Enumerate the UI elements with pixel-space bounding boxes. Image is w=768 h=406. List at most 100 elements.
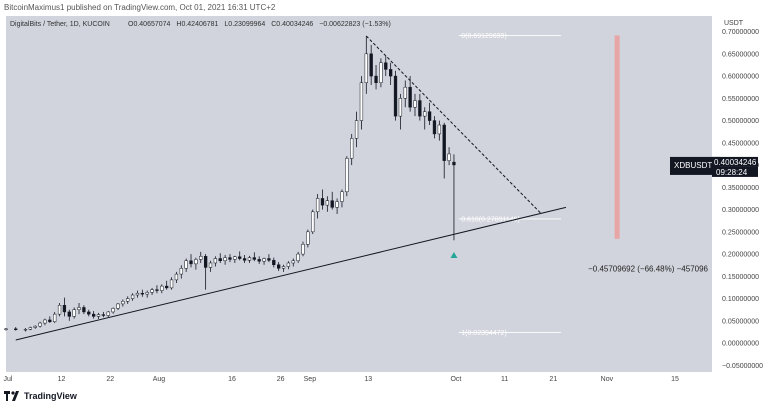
candle-body: [447, 153, 451, 161]
x-tick-label: Jul: [4, 376, 13, 383]
candle-body: [106, 311, 110, 316]
candle-body: [169, 279, 174, 289]
candle-body: [160, 285, 164, 291]
candle-body: [350, 138, 354, 159]
symbol-line: DigitalBits / Tether, 1D, KUCOIN: [10, 21, 110, 28]
candle-body: [28, 327, 32, 330]
candle-body: [165, 285, 169, 289]
x-axis[interactable]: Jul 12 22 Aug 16 26 Sep 13 Oct 11 21 Nov 15: [4, 376, 680, 383]
signal-triangle-up-icon: [450, 251, 458, 258]
x-tick-label: 16: [228, 376, 236, 383]
candle-body: [233, 256, 237, 260]
y-tick-label: 0.10000000: [722, 296, 759, 303]
y-axis[interactable]: 0.70000000 0.65000000 0.60000000 0.55000000…: [722, 29, 763, 370]
price-tag-timer-box: [712, 166, 758, 177]
y-tick-label: 0.70000000: [722, 29, 759, 36]
ohlc-line: O0.40657074 H0.42406781 L0.23099964 C0.4…: [128, 21, 391, 28]
chart-legend: DigitalBits / Tether, 1D, KUCOIN O0.4065…: [10, 21, 391, 28]
candle-body: [330, 200, 334, 208]
candle-body: [87, 311, 91, 315]
tradingview-logo-icon: [4, 391, 19, 401]
candle-body: [101, 314, 106, 316]
candle-body: [359, 82, 364, 121]
ohlc-low-label: L: [224, 21, 228, 28]
candles: [4, 36, 456, 332]
x-tick-label: 13: [364, 376, 372, 383]
candle-body: [82, 307, 86, 313]
ohlc-low-value: 0.23099964: [228, 21, 265, 28]
candle-body: [111, 308, 115, 313]
candle-body: [325, 200, 330, 206]
candle-body: [57, 305, 62, 315]
candle-body: [62, 305, 67, 313]
fib-level-label: 0(0.69129699): [461, 33, 507, 40]
price-tag-price-box: [712, 156, 758, 167]
candle-body: [427, 111, 432, 121]
y-tick-label: 0.25000000: [722, 229, 759, 236]
candle-body: [130, 294, 135, 299]
candlestick-chart[interactable]: DigitalBits / Tether, 1D, KUCOIN O0.4065…: [0, 16, 768, 388]
ohlc-open-label: O: [128, 21, 134, 28]
ascending-support-line[interactable]: [15, 206, 567, 341]
candle-body: [179, 268, 183, 275]
price-tag-timer: 09:28:24: [716, 168, 748, 177]
candle-body: [306, 231, 310, 245]
price-tag-symbol: XDBUSDT: [674, 161, 712, 170]
candle-body: [388, 69, 393, 77]
ohlc-high-value: 0.42406781: [181, 21, 218, 28]
y-tick-label: 0.50000000: [722, 118, 759, 125]
candle-body: [403, 86, 407, 99]
fib-level-label: 0.618(0.27891149): [461, 216, 520, 223]
candle-body: [398, 98, 403, 117]
candle-body: [315, 198, 320, 213]
y-tick-label: 0.45000000: [722, 140, 759, 147]
x-tick-label: Nov: [601, 376, 614, 383]
candle-body: [374, 75, 378, 84]
candle-body: [345, 158, 349, 193]
y-tick-label: 0.65000000: [722, 51, 759, 58]
candle-body: [4, 328, 8, 330]
candle-body: [140, 292, 144, 295]
candle-body: [296, 253, 300, 261]
candle-body: [67, 311, 71, 317]
y-tick-label: 0.05000000: [722, 318, 759, 325]
descending-resistance-line[interactable]: [365, 35, 542, 215]
candle-body: [33, 325, 37, 328]
measure-bar[interactable]: [614, 35, 620, 239]
candle-body: [121, 300, 125, 305]
y-tick-label: 0.15000000: [722, 274, 759, 281]
candle-body: [364, 53, 368, 83]
candle-body: [301, 244, 305, 255]
candle-body: [135, 292, 140, 296]
candle-body: [189, 260, 193, 265]
y-tick-label: 0.60000000: [722, 74, 759, 81]
candle-body: [218, 258, 222, 261]
candle-body: [408, 86, 412, 108]
ohlc-close-value: 0.40034246: [276, 21, 313, 28]
footer[interactable]: TradingView: [4, 389, 77, 403]
candle-body: [291, 260, 295, 264]
candle-body: [384, 62, 388, 70]
candle-body: [238, 256, 242, 259]
candle-body: [184, 260, 188, 269]
fib-levels: 0(0.69129699) 0.618(0.27891149) 1(0.023944…: [458, 33, 562, 337]
candle-body: [77, 307, 81, 310]
candle-body: [442, 124, 446, 161]
candle-body: [252, 257, 256, 260]
y-tick-label: 0.20000000: [722, 252, 759, 259]
measure-tool[interactable]: −0.45709692 (−66.48%) −457096: [588, 35, 709, 273]
y-tick-label: 0.55000000: [722, 96, 759, 103]
y-tick-label: 0.30000000: [722, 207, 759, 214]
candle-body: [257, 259, 261, 262]
candle-body: [320, 198, 325, 206]
candle-body: [272, 260, 276, 266]
x-tick-label: Aug: [153, 376, 166, 383]
candle-body: [242, 258, 247, 261]
candle-body: [43, 319, 47, 324]
y-tick-label: 0.35000000: [722, 185, 759, 192]
trendlines[interactable]: [15, 35, 567, 341]
candle-body: [228, 257, 232, 260]
candle-body: [155, 289, 159, 291]
x-tick-label: 12: [58, 376, 66, 383]
